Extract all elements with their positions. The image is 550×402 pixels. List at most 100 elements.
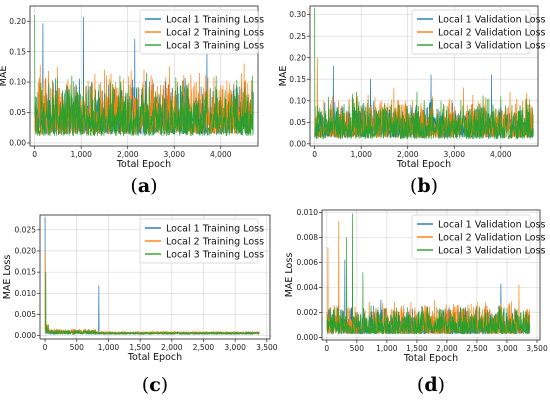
panel-caption-letter: c	[149, 374, 161, 396]
legend-label-3: Local 3 Training Loss	[166, 40, 264, 51]
y-tick-label: 0.00	[9, 139, 26, 148]
x-tick-label: 1,500	[406, 344, 428, 353]
y-axis-label: MAE Loss	[284, 253, 295, 298]
legend-label-1: Local 1 Training Loss	[166, 14, 264, 25]
y-axis-label: MAE	[0, 66, 9, 87]
panel-caption-letter: b	[417, 175, 430, 197]
legend: Local 1 Validation Loss Local 2 Validatio…	[411, 214, 546, 260]
x-tick-label: 0	[324, 344, 329, 353]
series-line-3	[44, 271, 260, 335]
legend: Local 1 Validation Loss Local 2 Validatio…	[411, 9, 546, 55]
legend: Local 1 Training Loss Local 2 Training Lo…	[139, 9, 264, 55]
y-tick-label: 0.000	[15, 331, 37, 340]
panel-caption: (c)	[142, 374, 168, 396]
legend-label-3: Local 3 Training Loss	[166, 249, 264, 260]
x-tick-label: 2,500	[193, 343, 215, 352]
x-tick-label: 2,000	[161, 343, 183, 352]
x-tick-label: 3,000	[444, 150, 466, 159]
legend-label-3: Local 3 Validation Loss	[438, 40, 546, 51]
x-tick-label: 500	[70, 343, 85, 352]
panel-caption-open: (	[410, 175, 417, 197]
panel-caption-open: (	[130, 175, 137, 197]
panel-caption: (d)	[417, 374, 445, 396]
panel-caption-open: (	[417, 374, 424, 396]
y-tick-label: 0.10	[289, 96, 306, 105]
x-axis-label: Total Epoch	[127, 352, 182, 363]
panel-caption-close: )	[438, 374, 445, 396]
y-tick-label: 0.05	[289, 118, 306, 127]
y-tick-label: 0.025	[15, 225, 37, 234]
x-tick-label: 2,000	[397, 150, 419, 159]
panel-caption-close: )	[161, 374, 168, 396]
legend-box	[139, 218, 259, 264]
legend-label-2: Local 2 Validation Loss	[438, 27, 546, 38]
axes-frame	[39, 214, 271, 340]
x-tick-label: 1,000	[98, 343, 120, 352]
y-tick-label: 0.00	[289, 139, 306, 148]
y-tick-label: 0.008	[297, 233, 319, 242]
panel-caption-letter: d	[424, 374, 437, 396]
x-tick-label: 3,500	[526, 344, 548, 353]
panel-caption-letter: a	[138, 175, 150, 197]
chart-panel-c: 0 500 1,000 1,500 2,000 2,500 3,000 3,500 0.000 0…	[2, 214, 278, 396]
y-tick-label: 0.002	[297, 308, 319, 317]
x-tick-label: 500	[350, 344, 365, 353]
y-tick-label: 0.05	[9, 108, 26, 117]
legend-box	[411, 9, 531, 55]
legend-label-2: Local 2 Validation Loss	[438, 232, 546, 243]
legend-label-1: Local 1 Training Loss	[166, 223, 264, 234]
axes-frame	[29, 5, 259, 147]
x-tick-label: 0	[32, 150, 37, 159]
legend-label-1: Local 1 Validation Loss	[438, 219, 546, 230]
y-tick-label: 0.010	[15, 289, 37, 298]
y-tick-label: 0.020	[15, 247, 37, 256]
y-tick-label: 0.015	[15, 268, 37, 277]
x-tick-label: 4,000	[210, 150, 232, 159]
x-tick-label: 3,000	[224, 343, 246, 352]
x-tick-label: 3,000	[496, 344, 518, 353]
axes-frame	[309, 5, 539, 147]
series-line-3	[34, 15, 254, 136]
panel-caption-close: )	[150, 175, 157, 197]
y-axis-label: MAE Loss	[2, 255, 13, 300]
x-tick-label: 1,000	[350, 150, 372, 159]
legend-label-2: Local 2 Training Loss	[166, 236, 264, 247]
x-tick-label: 2,000	[436, 344, 458, 353]
y-tick-label: 0.30	[289, 10, 306, 19]
axes-frame	[321, 209, 541, 341]
x-tick-label: 3,000	[164, 150, 186, 159]
y-tick-label: 0.005	[15, 310, 37, 319]
x-tick-label: 0	[312, 150, 317, 159]
y-tick-label: 0.20	[9, 17, 26, 26]
legend-label-2: Local 2 Training Loss	[166, 27, 264, 38]
panel-caption: (b)	[410, 175, 438, 197]
y-tick-label: 0.10	[9, 78, 26, 87]
legend-label-3: Local 3 Validation Loss	[438, 245, 546, 256]
chart-panel-a: 0 1,000 2,000 3,000 4,000 0.00 0.05 0.10 0.15 0.2…	[0, 5, 264, 197]
series-line-3	[326, 213, 531, 335]
panel-caption-close: )	[431, 175, 438, 197]
x-tick-label: 1,000	[376, 344, 398, 353]
series-line-2	[44, 250, 260, 335]
y-tick-label: 0.20	[289, 53, 306, 62]
x-tick-label: 0	[43, 343, 48, 352]
panel-caption: (a)	[130, 175, 157, 197]
x-axis-label: Total Epoch	[403, 353, 458, 364]
y-tick-label: 0.010	[297, 208, 319, 217]
x-axis-label: Total Epoch	[116, 159, 171, 170]
x-tick-label: 4,000	[490, 150, 512, 159]
legend-label-1: Local 1 Validation Loss	[438, 14, 546, 25]
series-line-3	[314, 8, 534, 140]
chart-panel-d: 0 500 1,000 1,500 2,000 2,500 3,000 3,500 0.000 0…	[284, 208, 548, 396]
y-tick-label: 0.006	[297, 258, 319, 267]
panel-caption-open: (	[142, 374, 149, 396]
x-axis-label: Total Epoch	[396, 159, 451, 170]
y-tick-label: 0.15	[289, 75, 306, 84]
y-tick-label: 0.25	[289, 32, 306, 41]
x-tick-label: 1,500	[129, 343, 151, 352]
y-tick-label: 0.000	[297, 333, 319, 342]
chart-panel-b: 0 1,000 2,000 3,000 4,000 0.00 0.05 0.10 0.15 0.2…	[278, 5, 546, 197]
legend-box	[411, 214, 531, 260]
y-axis-label: MAE	[278, 66, 289, 87]
